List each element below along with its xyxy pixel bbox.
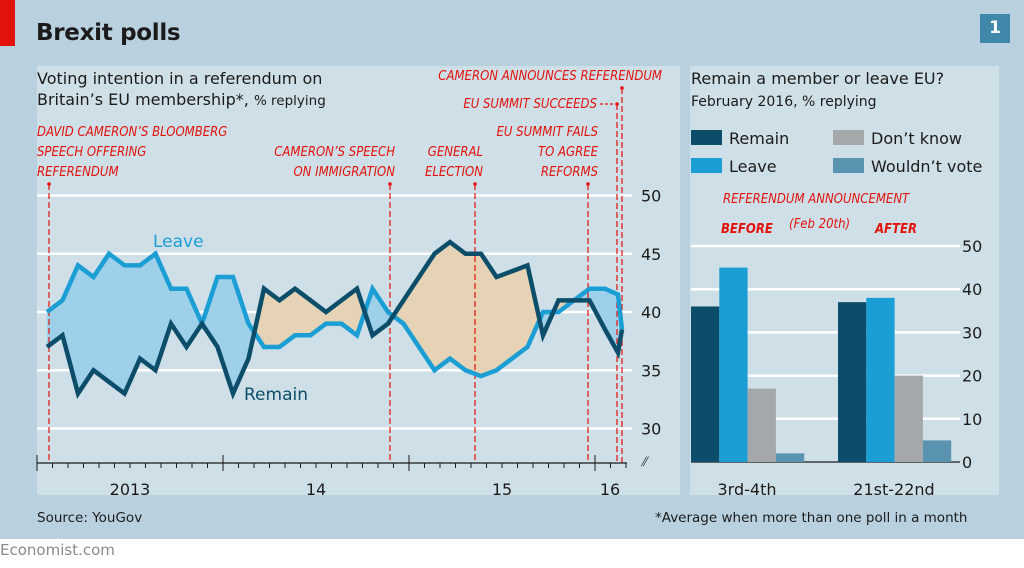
legend-swatch bbox=[691, 158, 722, 173]
y-tick-label: 45 bbox=[641, 245, 661, 264]
page-title: Brexit polls bbox=[36, 20, 181, 46]
annotation-label: REFERENDUM bbox=[37, 165, 119, 180]
annotation-marker bbox=[473, 182, 477, 186]
legend-label: Leave bbox=[729, 157, 777, 176]
bar-remain bbox=[691, 306, 720, 462]
chart-frame: Brexit polls 1 Voting intention in a ref… bbox=[0, 0, 1024, 539]
brand-red-bar bbox=[0, 0, 15, 46]
remain-series-label: Remain bbox=[244, 385, 308, 405]
bar-wouldn-t-vote bbox=[922, 440, 952, 462]
bar-wouldn-t-vote bbox=[775, 453, 805, 462]
annotation-label: GENERAL bbox=[428, 145, 483, 160]
bar-y-tick-label: 40 bbox=[962, 280, 982, 299]
bar-y-tick-label: 10 bbox=[962, 410, 982, 429]
y-tick-label: 30 bbox=[641, 420, 661, 439]
bar-leave bbox=[719, 267, 748, 462]
bar-don-t-know bbox=[894, 375, 923, 462]
lead-area bbox=[511, 265, 528, 360]
y-tick-label: 50 bbox=[641, 187, 661, 206]
bar-remain bbox=[838, 302, 867, 462]
annotation-label: EU SUMMIT SUCCEEDS bbox=[463, 97, 597, 112]
source-note: Source: YouGov bbox=[37, 510, 143, 526]
line-chart-subtitle-line1: Voting intention in a referendum on bbox=[37, 69, 323, 88]
annotation-marker bbox=[388, 182, 392, 186]
bar-y-tick-label: 0 bbox=[962, 453, 972, 472]
bar-category-label: 21st-22nd bbox=[853, 480, 934, 499]
chart-number-badge: 1 bbox=[980, 14, 1010, 43]
annotation-marker bbox=[586, 182, 590, 186]
x-tick-label: 2013 bbox=[110, 480, 151, 499]
subtitle-main: Britain’s EU membership*, bbox=[37, 90, 249, 109]
legend-label: Remain bbox=[729, 129, 789, 148]
x-tick-label: 16 bbox=[600, 480, 620, 499]
lead-area bbox=[465, 253, 482, 377]
bar-category-label: 3rd-4th bbox=[718, 480, 777, 499]
lead-area bbox=[108, 253, 125, 395]
annotation-label: EU SUMMIT FAILS bbox=[497, 125, 599, 140]
bar-y-tick-label: 50 bbox=[962, 237, 982, 256]
annotation-label: ON IMMIGRATION bbox=[293, 165, 395, 180]
legend-swatch bbox=[691, 130, 722, 145]
line-chart-subtitle-line2: Britain’s EU membership*, % replying bbox=[37, 89, 326, 112]
bar-chart-subtitle: February 2016, % replying bbox=[691, 94, 877, 110]
leave-series-label: Leave bbox=[153, 232, 204, 252]
y-tick-label: 35 bbox=[641, 361, 661, 380]
brand-footer: Economist.com bbox=[0, 541, 115, 559]
bar-annotation-date: (Feb 20th) bbox=[789, 217, 850, 232]
annotation-marker bbox=[47, 182, 51, 186]
bar-y-tick-label: 20 bbox=[962, 367, 982, 386]
y-tick-label: 40 bbox=[641, 303, 661, 322]
bar-annotation-after: AFTER bbox=[874, 222, 917, 237]
line-chart-subtitle: Voting intention in a referendum on Brit… bbox=[37, 68, 326, 112]
bar-chart-title: Remain a member or leave EU? bbox=[691, 69, 945, 88]
bar-leave bbox=[866, 297, 895, 462]
footnote: *Average when more than one poll in a mo… bbox=[655, 510, 968, 526]
annotation-label: TO AGREE bbox=[538, 145, 599, 160]
x-tick-label: 14 bbox=[306, 480, 326, 499]
annotation-label: CAMERON’S SPEECH bbox=[274, 145, 395, 160]
lead-area bbox=[496, 270, 513, 371]
lead-area bbox=[434, 241, 451, 371]
axis-break-icon: ⫽ bbox=[640, 455, 650, 470]
bar-don-t-know bbox=[747, 388, 776, 462]
annotation-label: CAMERON ANNOUNCES REFERENDUM bbox=[438, 69, 662, 84]
bar-annotation-before: BEFORE bbox=[721, 222, 773, 237]
annotation-marker bbox=[620, 86, 624, 90]
chart-canvas: 30 35 40 45 50 DAVID CAMERON’S BLOOMBERG SPEEC… bbox=[36, 69, 982, 499]
x-tick-label: 15 bbox=[492, 480, 512, 499]
legend-swatch bbox=[833, 158, 864, 173]
bar-y-tick-label: 30 bbox=[962, 323, 982, 342]
annotation-marker bbox=[615, 102, 619, 106]
bar-annotation: REFERENDUM ANNOUNCEMENT bbox=[723, 192, 910, 207]
annotation-label: REFORMS bbox=[541, 165, 599, 180]
annotation-label: ELECTION bbox=[425, 165, 483, 180]
lead-area bbox=[449, 241, 466, 371]
legend-swatch bbox=[833, 130, 864, 145]
legend-label: Don’t know bbox=[871, 129, 962, 148]
legend-label: Wouldn’t vote bbox=[871, 157, 982, 176]
annotation-label: DAVID CAMERON’S BLOOMBERG bbox=[37, 125, 227, 140]
lead-area bbox=[139, 253, 156, 371]
annotation-label: SPEECH OFFERING bbox=[37, 145, 146, 160]
subtitle-unit: % replying bbox=[253, 93, 326, 109]
